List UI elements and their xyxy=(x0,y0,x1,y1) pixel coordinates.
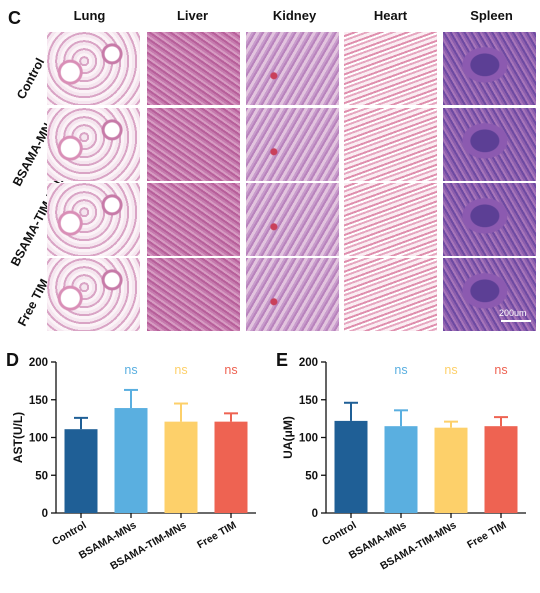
histology-image-control-spleen xyxy=(443,32,536,105)
bar xyxy=(164,421,198,513)
panel-e-letter: E xyxy=(276,350,289,370)
panel-d-letter: D xyxy=(6,350,19,370)
histology-image-bsama-mns-heart xyxy=(344,108,437,181)
y-tick-label: 200 xyxy=(29,357,48,369)
panel-c-letter: C xyxy=(8,8,21,28)
column-label-kidney: Kidney xyxy=(272,8,317,23)
y-tick-label: 0 xyxy=(312,508,318,520)
column-label-liver: Liver xyxy=(176,8,209,23)
histology-image-control-kidney xyxy=(246,32,339,105)
column-label-spleen: Spleen xyxy=(470,8,513,23)
bar xyxy=(334,420,368,513)
x-tick-label: Free TIM xyxy=(195,519,239,551)
significance-label: ns xyxy=(494,363,507,377)
histology-image-free-tim-spleen xyxy=(443,258,536,331)
bar xyxy=(484,426,518,513)
y-tick-label: 150 xyxy=(299,395,318,407)
histology-image-free-tim-heart xyxy=(344,258,437,331)
x-tick-label: Free TIM xyxy=(465,519,509,551)
histology-image-bsama-mns-liver xyxy=(147,108,240,181)
y-tick-label: 200 xyxy=(299,357,318,369)
column-label-heart: Heart xyxy=(373,8,408,23)
histology-image-bsama-tim-mns-liver xyxy=(147,183,240,256)
ua-bar-chart: 050100150200UA(μM)ControlBSAMA-MNsnsBSAM… xyxy=(281,357,526,572)
bar xyxy=(114,408,148,513)
histology-image-bsama-tim-mns-spleen xyxy=(443,183,536,256)
significance-label: ns xyxy=(224,363,237,377)
y-axis-label: UA(μM) xyxy=(281,416,295,459)
histology-image-bsama-tim-mns-heart xyxy=(344,183,437,256)
scale-bar-label: 200um xyxy=(499,308,527,318)
row-label-control: Control xyxy=(14,55,48,102)
histology-image-bsama-mns-lung xyxy=(47,108,140,181)
bar xyxy=(64,429,98,513)
significance-label: ns xyxy=(444,363,457,377)
x-tick-label: Control xyxy=(50,519,88,548)
significance-label: ns xyxy=(394,363,407,377)
bar xyxy=(214,421,248,513)
histology-image-bsama-mns-kidney xyxy=(246,108,339,181)
y-tick-label: 0 xyxy=(42,508,48,520)
x-tick-label: Control xyxy=(320,519,358,548)
bar xyxy=(434,427,468,513)
histology-image-free-tim-lung xyxy=(47,258,140,331)
y-axis-label: AST(U/L) xyxy=(11,412,25,463)
column-label-lung: Lung xyxy=(73,8,106,23)
histology-image-bsama-tim-mns-lung xyxy=(47,183,140,256)
y-tick-label: 100 xyxy=(29,433,48,445)
histology-image-control-lung xyxy=(47,32,140,105)
scale-bar xyxy=(501,320,531,322)
histology-image-control-heart xyxy=(344,32,437,105)
bar xyxy=(384,426,418,513)
histology-image-control-liver xyxy=(147,32,240,105)
histology-image-bsama-tim-mns-kidney xyxy=(246,183,339,256)
y-tick-label: 50 xyxy=(305,470,318,482)
histology-image-bsama-mns-spleen xyxy=(443,108,536,181)
histology-image-free-tim-liver xyxy=(147,258,240,331)
ast-bar-chart: 050100150200AST(U/L)ControlBSAMA-MNsnsBS… xyxy=(11,357,256,572)
significance-label: ns xyxy=(124,363,137,377)
y-tick-label: 150 xyxy=(29,395,48,407)
significance-label: ns xyxy=(174,363,187,377)
y-tick-label: 100 xyxy=(299,433,318,445)
y-tick-label: 50 xyxy=(35,470,48,482)
histology-image-free-tim-kidney xyxy=(246,258,339,331)
